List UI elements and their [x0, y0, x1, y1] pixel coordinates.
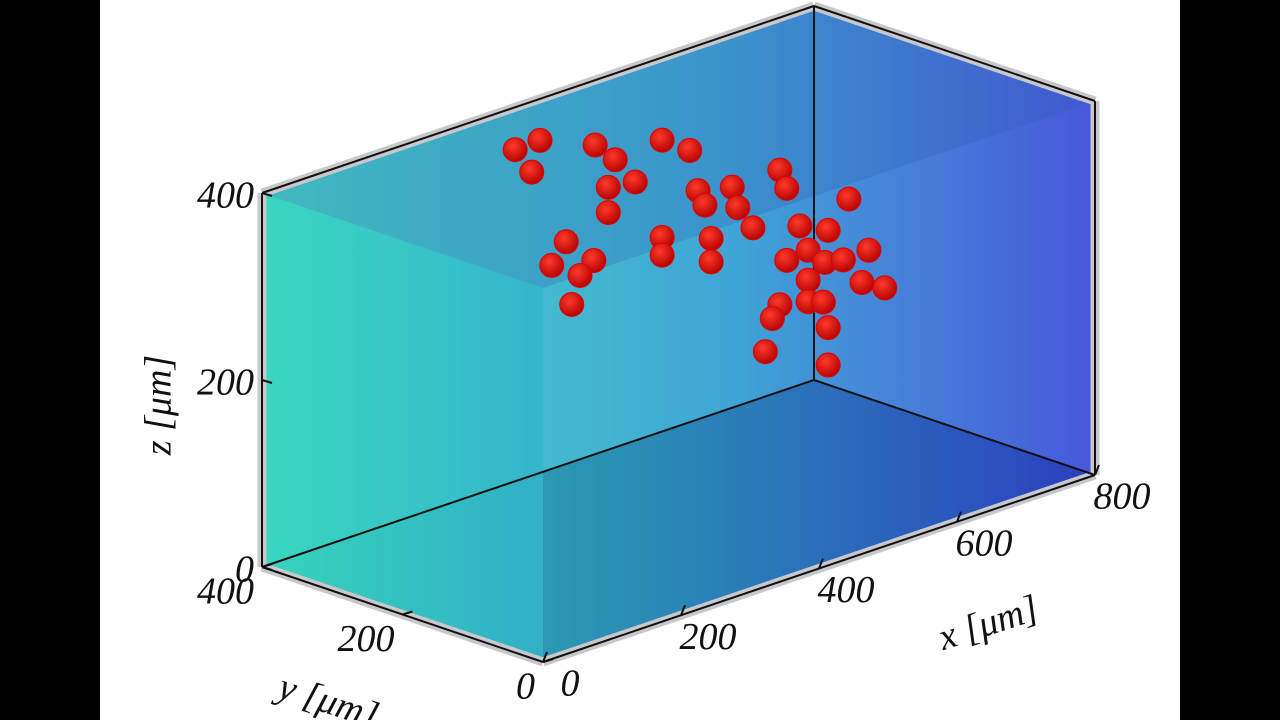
box-edge	[813, 5, 1096, 102]
point	[698, 249, 724, 275]
point	[649, 242, 675, 268]
point	[502, 137, 528, 163]
z-tick	[261, 379, 273, 384]
point	[595, 200, 621, 226]
box-edge	[261, 379, 815, 568]
x-tick-label: 0	[561, 663, 580, 705]
point	[810, 289, 836, 315]
point	[872, 275, 898, 301]
z-tick-label: 400	[197, 175, 254, 217]
point	[815, 352, 841, 378]
point	[815, 217, 841, 243]
x-tick-label: 200	[680, 616, 737, 658]
point	[559, 291, 585, 317]
point	[527, 127, 553, 153]
point	[719, 174, 745, 200]
point	[759, 306, 785, 332]
point	[602, 147, 628, 173]
point	[698, 226, 724, 252]
y-tick-label: 0	[516, 666, 535, 708]
point	[774, 247, 800, 273]
y-tick	[402, 610, 413, 616]
point	[582, 132, 608, 158]
point	[752, 339, 778, 365]
z-tick-label: 200	[197, 362, 254, 404]
point	[692, 192, 718, 218]
point	[519, 159, 545, 185]
x-tick-label: 400	[818, 569, 875, 611]
point	[836, 186, 862, 212]
x-tick-label: 600	[956, 522, 1013, 564]
point	[553, 229, 579, 255]
point	[595, 174, 621, 200]
box-edge	[813, 379, 1096, 476]
point	[795, 267, 821, 293]
point	[622, 169, 648, 195]
point	[830, 247, 856, 273]
point	[677, 137, 703, 163]
right-wall	[814, 6, 1095, 475]
x-tick	[542, 651, 548, 663]
x-tick	[680, 604, 686, 616]
point	[539, 252, 565, 278]
points	[502, 127, 898, 378]
y-tick-label: 400	[197, 571, 254, 613]
point	[774, 175, 800, 201]
point	[567, 262, 593, 288]
z-tick	[261, 566, 273, 571]
point	[649, 127, 675, 153]
x-tick-label: 800	[1094, 476, 1151, 518]
z-axis-label: z [μm]	[138, 355, 180, 456]
y-tick-label: 200	[338, 618, 395, 660]
box-edge	[261, 5, 815, 194]
z-tick	[261, 192, 273, 197]
x-tick	[956, 511, 962, 523]
x-tick	[818, 558, 824, 569]
point	[725, 195, 751, 221]
point	[787, 213, 813, 239]
left-wall	[262, 193, 543, 662]
point	[856, 237, 882, 263]
z-tick-label: 0	[235, 549, 254, 591]
point	[849, 270, 875, 296]
point	[815, 315, 841, 341]
y-tick	[542, 658, 554, 663]
point	[740, 215, 766, 241]
x-tick	[1094, 464, 1100, 476]
